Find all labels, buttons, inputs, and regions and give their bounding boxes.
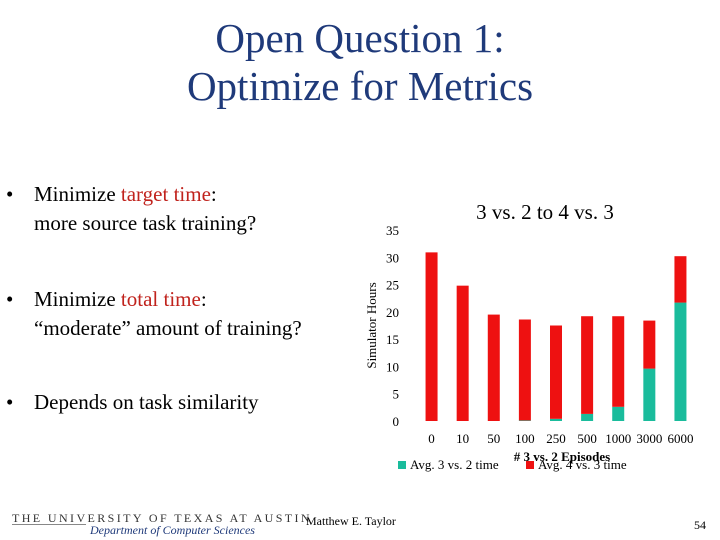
bullet-line2: “moderate” amount of training? xyxy=(34,316,302,340)
title-line-2: Optimize for Metrics xyxy=(186,63,534,109)
y-tick-label: 20 xyxy=(386,305,399,320)
bar-segment-4v3 xyxy=(456,285,469,421)
bar-segment-4v3 xyxy=(550,325,562,419)
bar-segment-3v2 xyxy=(518,420,531,421)
bar-segment-4v3 xyxy=(487,314,500,421)
legend-swatch xyxy=(526,461,534,469)
bullet-text: Minimize xyxy=(34,182,121,206)
bullet-highlight: target time xyxy=(120,182,211,206)
x-tick-label: 50 xyxy=(487,431,500,446)
bullet-text: Depends on task similarity xyxy=(34,390,259,414)
bar-segment-4v3 xyxy=(425,252,438,421)
university-name: THE UNIVERSITY OF TEXAS AT AUSTIN xyxy=(12,511,312,525)
bullet-line2: more source task training? xyxy=(34,211,257,235)
bar-segment-3v2 xyxy=(550,418,562,421)
bar-segment-4v3 xyxy=(674,256,687,303)
department-name: Department of Computer Sciences xyxy=(90,523,255,537)
y-tick-label: 35 xyxy=(386,223,399,238)
presenter-name: Matthew E. Taylor xyxy=(306,514,396,528)
legend-label: Avg. 4 vs. 3 time xyxy=(538,457,627,472)
slide-title: Open Question 1: Optimize for Metrics xyxy=(0,14,720,110)
x-tick-label: 6000 xyxy=(667,431,693,446)
y-tick-label: 10 xyxy=(386,359,399,374)
bar-segment-4v3 xyxy=(612,316,625,407)
y-tick-label: 30 xyxy=(386,250,399,265)
x-tick-label: 0 xyxy=(428,431,435,446)
x-tick-label: 500 xyxy=(577,431,597,446)
y-tick-label: 25 xyxy=(386,278,399,293)
legend-label: Avg. 3 vs. 2 time xyxy=(410,457,499,472)
chart-title: 3 vs. 2 to 4 vs. 3 xyxy=(476,200,614,224)
legend-swatch xyxy=(398,461,406,469)
bullet-dot: • xyxy=(6,390,14,414)
bullet-text: Minimize xyxy=(34,287,121,311)
bullet-highlight: total time xyxy=(120,287,201,311)
y-tick-label: 5 xyxy=(393,387,400,402)
stacked-bar-chart: 3 vs. 2 to 4 vs. 3 0 5 10 15 20 25 30 35 Simulato… xyxy=(364,200,693,472)
x-tick-label: 10 xyxy=(456,431,469,446)
y-tick-label: 0 xyxy=(393,414,400,429)
page-number: 54 xyxy=(694,518,706,532)
bar-segment-3v2 xyxy=(643,368,656,421)
y-axis-label: Simulator Hours xyxy=(364,282,379,368)
bar-segment-4v3 xyxy=(518,319,531,421)
university-logo: THE UNIVERSITY OF TEXAS AT AUSTIN Depart… xyxy=(12,511,310,537)
bar-segment-3v2 xyxy=(581,413,594,421)
logo-rule xyxy=(12,524,86,525)
title-line-1: Open Question 1: xyxy=(215,15,505,61)
bar-segment-4v3 xyxy=(643,320,656,369)
bullet-dot: • xyxy=(6,182,14,206)
bullet-text: : xyxy=(210,182,217,206)
x-axis-label: # 3 vs. 2 Episodes xyxy=(514,449,610,464)
y-tick-label: 15 xyxy=(386,332,399,347)
bar-segment-3v2 xyxy=(612,406,625,421)
x-tick-label: 3000 xyxy=(636,431,662,446)
bar-segment-4v3 xyxy=(581,316,594,414)
x-tick-label: 100 xyxy=(515,431,535,446)
bullet-dot: • xyxy=(6,287,14,311)
x-tick-label: 250 xyxy=(546,431,566,446)
bar-segment-3v2 xyxy=(674,302,687,421)
bullet-text: : xyxy=(200,287,207,311)
x-tick-label: 1000 xyxy=(605,431,631,446)
